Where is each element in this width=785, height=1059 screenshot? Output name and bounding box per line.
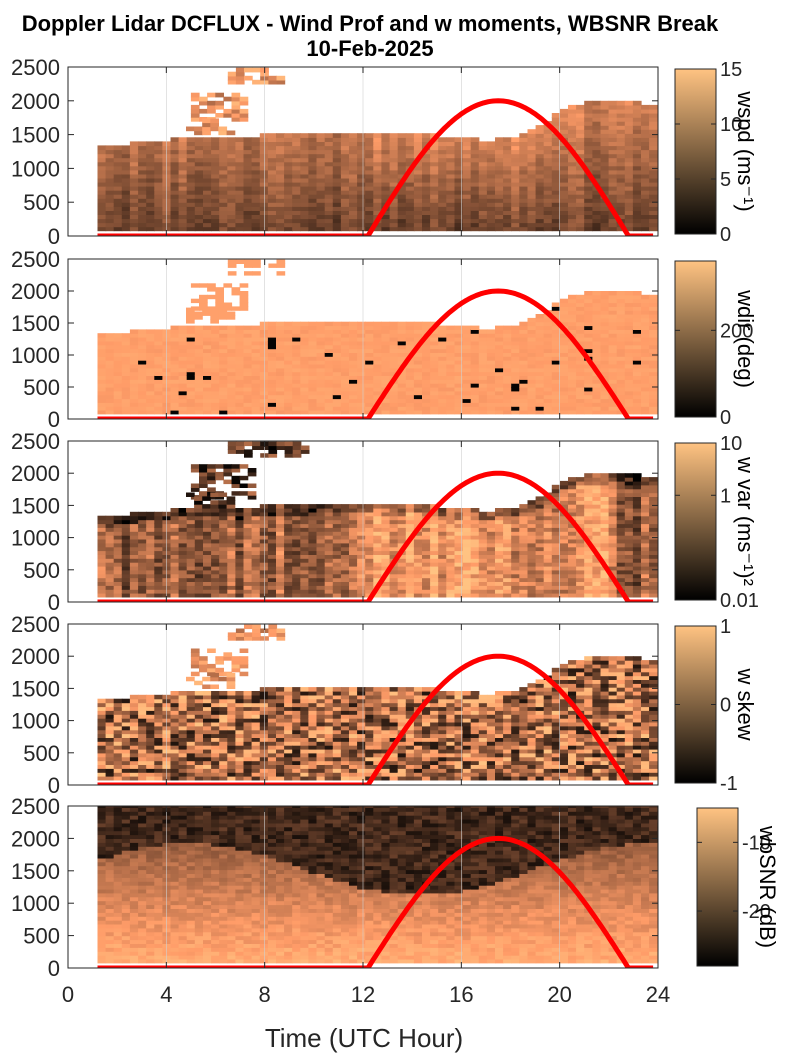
y-tick-label: 1000 [11, 156, 60, 181]
y-tick-label: 500 [23, 375, 60, 400]
y-tick-label: 2000 [11, 826, 60, 851]
colorbar: 0.01 1 10w var (ms⁻¹)² [674, 433, 759, 612]
y-tick-label: 1500 [11, 859, 60, 884]
colorbar-tick-label: 1 [720, 616, 731, 638]
colorbar-tick-label: 0 [720, 224, 731, 246]
y-tick-label: 1500 [11, 493, 60, 518]
colorbar-tick-label: 0 [720, 407, 731, 429]
colorbar-tick-label: 15 [720, 59, 742, 81]
heatmap-cells [97, 806, 658, 964]
colorbar-label: wdir (deg) [733, 289, 758, 388]
x-tick-label: 20 [547, 982, 571, 1007]
x-tick-label: 16 [449, 982, 473, 1007]
y-tick-label: 2000 [11, 644, 60, 669]
x-tick-label: 0 [62, 982, 74, 1007]
y-tick-label: 1000 [11, 709, 60, 734]
y-tick-label: 1000 [11, 891, 60, 916]
colorbar: 0 5 10 15 wspd (ms⁻¹) [674, 59, 758, 246]
figure-title: Doppler Lidar DCFLUX - Wind Prof and w m… [22, 11, 719, 36]
sun-elevation-line [97, 835, 654, 968]
y-tick-label: 2500 [11, 794, 60, 819]
colorbar-tick-label: 5 [720, 169, 731, 191]
y-tick-label: 2000 [11, 461, 60, 486]
y-tick-label: 0 [48, 224, 60, 249]
panel-w-skew: 0 500 1000 1500 2000 2500 -1 0 1 w skew [11, 612, 758, 798]
colorbar-tick-label: 200 [720, 320, 753, 342]
colorbar-label: w skew [733, 667, 758, 740]
x-tick-label: 12 [351, 982, 375, 1007]
y-tick-label: 1500 [11, 123, 60, 148]
colorbar-tick-label: -20 [742, 901, 771, 923]
y-tick-label: 500 [23, 741, 60, 766]
panel-w-var: 0 500 1000 1500 2000 2500 0.01 1 10w var (ms⁻¹)² [11, 429, 759, 615]
heatmap-cells [97, 441, 658, 598]
x-axis-label: Time (UTC Hour) [265, 1023, 463, 1053]
sun-elevation-line [97, 288, 654, 419]
x-tick-label: 24 [646, 982, 670, 1007]
y-tick-label: 1000 [11, 343, 60, 368]
y-tick-label: 1500 [11, 311, 60, 336]
colorbar-label: wbSNR (dB) [755, 825, 780, 948]
colorbar-tick-label: 10 [720, 433, 742, 455]
y-tick-label: 1500 [11, 676, 60, 701]
y-tick-label: 2000 [11, 89, 60, 114]
y-tick-label: 2500 [11, 429, 60, 454]
heatmap-cells [97, 67, 658, 232]
colorbar-tick-label: -1 [720, 773, 738, 795]
y-tick-label: 0 [48, 956, 60, 981]
colorbar-label: w var (ms⁻¹)² [733, 456, 758, 586]
y-tick-label: 2500 [11, 247, 60, 272]
y-tick-label: 0 [48, 590, 60, 615]
y-tick-label: 2000 [11, 279, 60, 304]
y-tick-label: 2500 [11, 612, 60, 637]
y-tick-label: 0 [48, 773, 60, 798]
heatmap-cells [97, 624, 658, 781]
y-tick-label: 500 [23, 558, 60, 583]
sun-elevation-line [97, 470, 654, 602]
y-tick-label: 500 [23, 924, 60, 949]
y-tick-label: 500 [23, 190, 60, 215]
colorbar-tick-label: 10 [720, 114, 742, 136]
colorbar-tick-label: -10 [742, 832, 771, 854]
sun-elevation-line [97, 653, 654, 785]
x-tick-label: 4 [160, 982, 172, 1007]
y-tick-label: 2500 [11, 55, 60, 80]
colorbar: -1 0 1 w skew [674, 616, 758, 795]
x-tick-label: 8 [259, 982, 271, 1007]
colorbar-tick-label: 0 [720, 695, 731, 717]
panel-wspd: 0 500 1000 1500 2000 2500 0 5 10 15 wspd (ms⁻¹) [11, 55, 758, 249]
y-tick-label: 0 [48, 407, 60, 432]
sun-elevation-line [97, 98, 654, 236]
colorbar-tick-label: 1 [720, 485, 731, 507]
y-tick-label: 1000 [11, 526, 60, 551]
figure-date: 10-Feb-2025 [306, 36, 433, 61]
colorbar-tick-label: 0.01 [720, 590, 759, 612]
colorbar-label: wspd (ms⁻¹) [733, 90, 758, 211]
